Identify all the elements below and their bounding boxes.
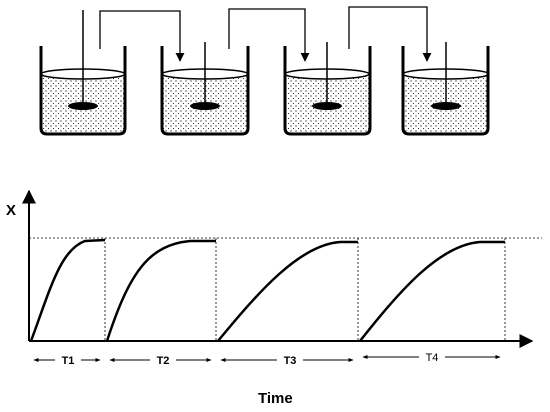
- tank-2-impeller: [190, 102, 220, 110]
- growth-curve-2: [105, 239, 216, 342]
- period-2-label: T2: [157, 355, 170, 367]
- tank-2: [160, 42, 250, 136]
- tank-3-vessel: [283, 46, 372, 136]
- tank-1-impeller: [68, 102, 98, 110]
- x-axis-label: Time: [258, 390, 293, 407]
- tank-4: [401, 42, 490, 136]
- transfer-pipe-3-to-4: [348, 6, 432, 62]
- period-markers: T1 T2 T3 T4: [33, 349, 501, 367]
- growth-curve-4: [359, 240, 505, 342]
- growth-curve-1: [29, 238, 106, 342]
- tank-4-vessel: [401, 46, 490, 136]
- tank-4-impeller: [431, 102, 461, 110]
- period-1-label: T1: [62, 355, 75, 367]
- tank-3: [283, 42, 372, 136]
- tank-2-vessel: [160, 46, 250, 136]
- y-axis-label: X: [6, 202, 16, 219]
- period-3-label: T3: [284, 355, 297, 367]
- tank-1-vessel: [39, 46, 127, 136]
- transfer-pipe-1-to-2: [99, 10, 185, 62]
- transfer-pipe-2-to-3: [228, 8, 310, 62]
- growth-curve-3: [217, 240, 358, 342]
- period-4-label: T4: [426, 352, 439, 364]
- tank-1: [39, 10, 127, 136]
- tank-3-impeller: [312, 102, 342, 110]
